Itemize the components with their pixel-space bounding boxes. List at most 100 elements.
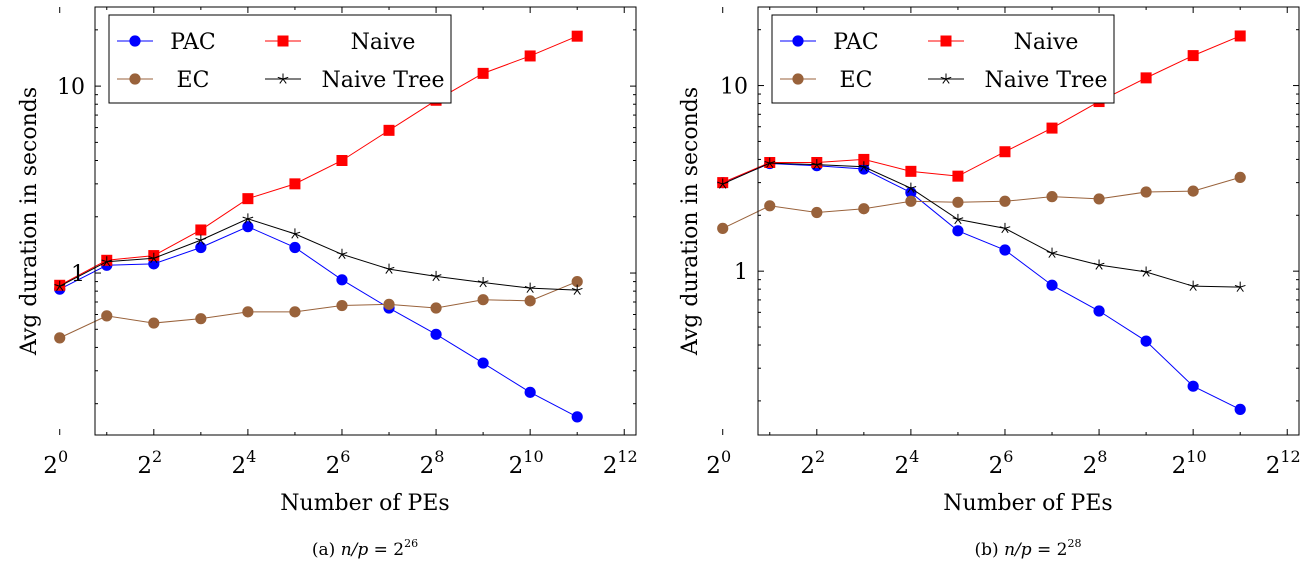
legend: PAC Naive EC Naive Tree <box>108 14 452 104</box>
data-point <box>242 213 254 224</box>
data-point <box>477 294 489 306</box>
data-point <box>764 200 776 212</box>
legend-label: PAC <box>170 30 216 55</box>
data-point <box>477 276 489 288</box>
caption-eq: = 2 <box>368 540 404 560</box>
chart-panel-b: 1 10 20 22 24 26 28 210 212 Number of PEs Avg d… <box>678 6 1301 560</box>
x-tick-label: 212 <box>1266 447 1301 479</box>
axes-ticks <box>59 7 636 435</box>
data-point <box>717 178 729 189</box>
legend-entry: EC <box>780 68 872 93</box>
data-point <box>148 317 160 329</box>
series-line <box>722 35 1241 184</box>
data-point <box>383 298 395 310</box>
caption-prefix: (b) <box>975 540 1005 560</box>
data-point <box>477 357 489 369</box>
caption-prefix: (a) <box>312 540 341 560</box>
data-point <box>195 241 207 254</box>
legend-box <box>771 14 1115 104</box>
y-tick-labels: 1 10 <box>720 75 748 286</box>
data-point <box>717 222 729 234</box>
data-point <box>1234 30 1246 42</box>
data-point <box>1046 247 1058 258</box>
x-tick-label: 20 <box>43 447 68 479</box>
legend-label: PAC <box>833 30 879 55</box>
data-point <box>242 306 254 318</box>
data-point <box>54 280 66 291</box>
data-point <box>1234 403 1246 415</box>
x-tick-labels: 20 22 24 26 28 210 212 <box>706 447 1300 479</box>
legend-label: Naive Tree <box>321 68 444 93</box>
x-tick-label: 24 <box>894 447 919 479</box>
x-tick-label: 22 <box>800 447 825 479</box>
data-point <box>571 411 583 423</box>
x-tick-label: 24 <box>231 447 256 479</box>
data-point <box>1093 193 1105 205</box>
legend-swatch-marker <box>129 73 141 85</box>
x-tick-labels: 20 22 24 26 28 210 212 <box>43 447 637 479</box>
data-point <box>1093 259 1105 270</box>
data-point <box>811 206 823 219</box>
data-point <box>524 282 536 293</box>
legend-entry: Naive Tree <box>265 68 445 93</box>
data-point <box>524 50 536 62</box>
legend-swatch-marker <box>129 35 141 47</box>
series-line <box>722 176 1241 229</box>
data-point <box>524 295 536 307</box>
data-point <box>289 306 301 318</box>
chart-panel-a: 1 10 20 22 24 26 28 210 212 Number of PEs Avg d… <box>17 6 638 560</box>
plot-series <box>54 30 583 423</box>
data-point <box>101 310 113 322</box>
series-pac <box>717 157 1246 415</box>
data-point <box>383 124 395 136</box>
data-point <box>101 256 113 267</box>
data-point <box>289 228 301 239</box>
data-point <box>430 270 442 282</box>
data-point <box>1140 72 1152 84</box>
data-point <box>905 195 917 207</box>
x-tick-label: 210 <box>1172 447 1207 479</box>
legend-entry: Naive Tree <box>928 68 1108 93</box>
plot-frame <box>94 6 637 436</box>
legend-label: Naive Tree <box>984 68 1107 93</box>
series-ec <box>54 275 583 344</box>
data-point <box>430 302 442 314</box>
legend-swatch-marker <box>792 35 804 47</box>
data-point <box>952 170 964 182</box>
y-tick-label: 10 <box>720 75 748 100</box>
series-line <box>59 35 578 286</box>
data-point <box>195 224 207 236</box>
legend: PAC Naive EC Naive Tree <box>771 14 1115 104</box>
legend-label: EC <box>177 68 210 93</box>
data-point <box>336 248 348 260</box>
data-point <box>811 159 823 170</box>
series-line <box>59 218 578 291</box>
legend-entry: PAC <box>117 30 216 55</box>
data-point <box>858 161 870 172</box>
x-tick-label: 212 <box>603 447 638 479</box>
y-axis-label: Avg duration in seconds <box>17 87 42 356</box>
series-line <box>722 163 1241 410</box>
data-point <box>1046 122 1058 134</box>
y-tick-label: 1 <box>71 262 85 287</box>
series-naive-tree <box>54 213 583 295</box>
data-point <box>1046 279 1058 291</box>
legend-entry: EC <box>117 68 209 93</box>
data-point <box>999 195 1011 207</box>
data-point <box>1187 50 1199 62</box>
caption-exp: 28 <box>1068 537 1082 550</box>
series-naive-tree <box>717 157 1246 292</box>
series-line <box>59 281 578 339</box>
data-point <box>1234 171 1246 184</box>
data-point <box>1093 305 1105 317</box>
data-point <box>336 154 348 166</box>
series-line <box>722 162 1241 288</box>
x-tick-label: 26 <box>989 447 1014 479</box>
x-tick-label: 28 <box>1083 447 1108 479</box>
caption-var: n/p <box>1004 540 1032 560</box>
data-point <box>289 241 301 254</box>
data-point <box>336 274 348 286</box>
legend-entry: Naive <box>265 30 415 55</box>
data-point <box>195 313 207 325</box>
legend-swatch-marker <box>792 73 804 85</box>
